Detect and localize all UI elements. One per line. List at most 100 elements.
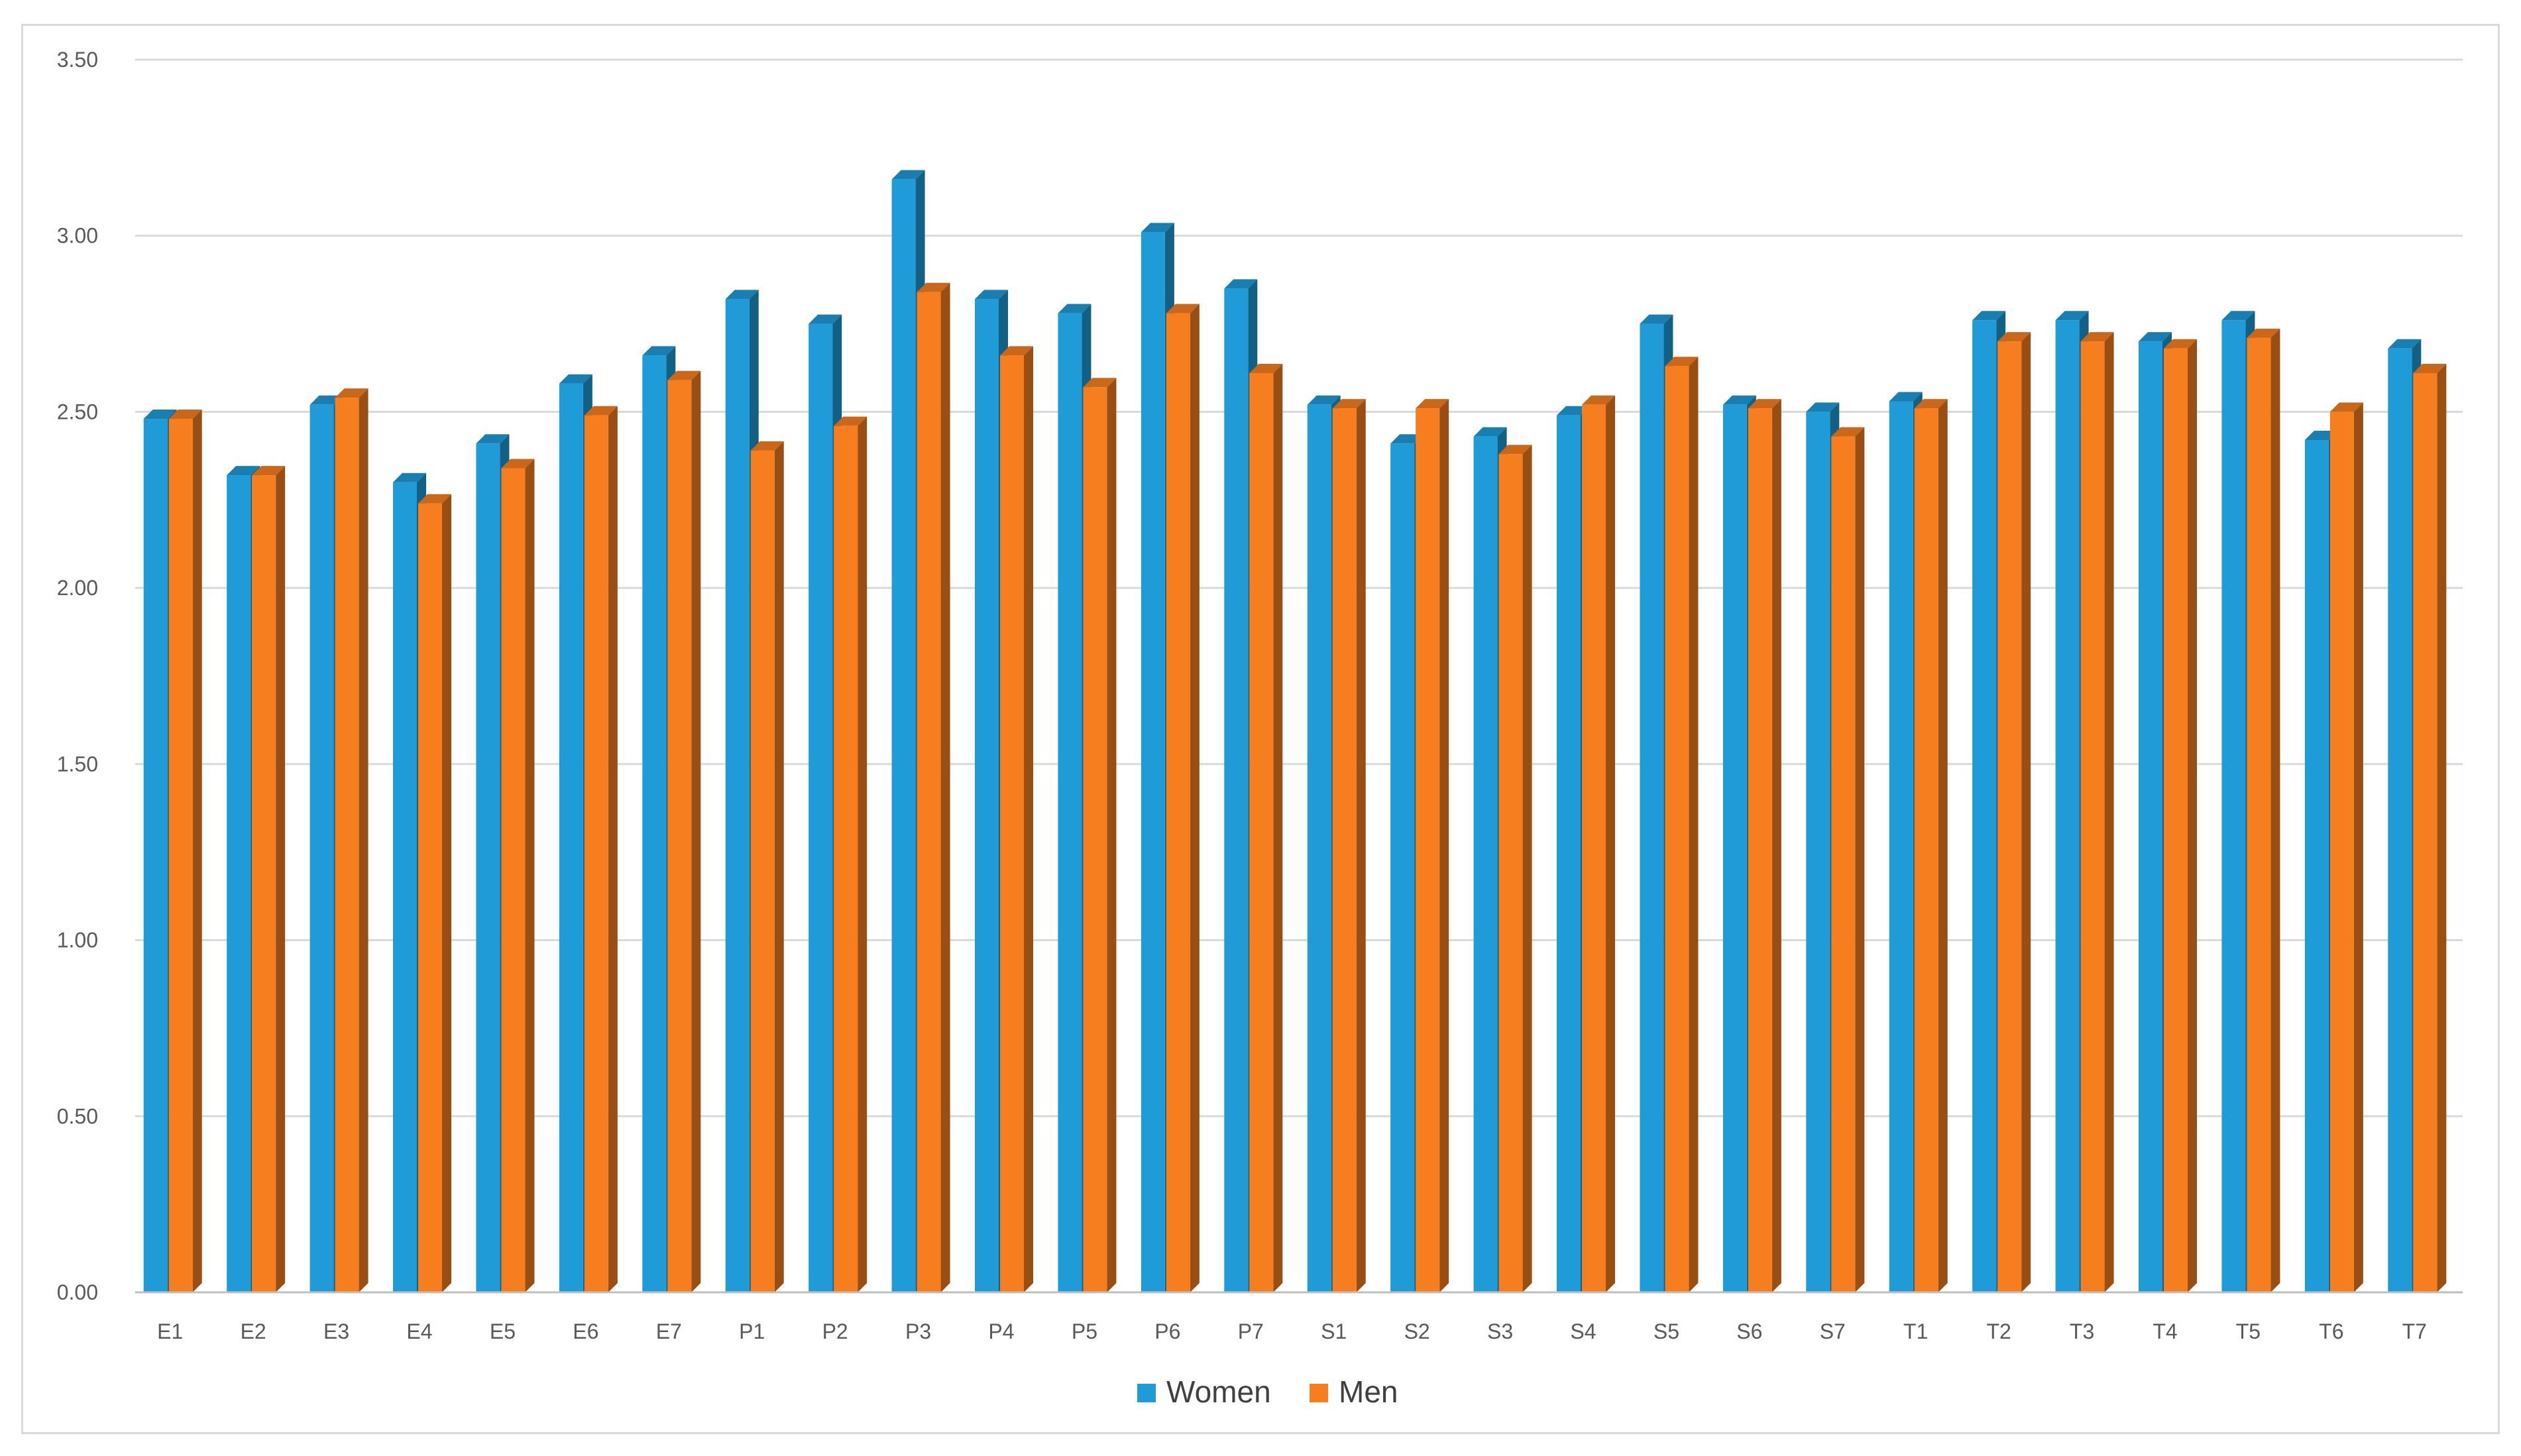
bar-men-T4[interactable] bbox=[2164, 348, 2188, 1292]
bar-side-men-S5 bbox=[1689, 357, 1699, 1293]
bar-men-P1[interactable] bbox=[750, 450, 775, 1292]
x-tick-label: P2 bbox=[822, 1319, 848, 1343]
bar-women-P5[interactable] bbox=[1058, 313, 1082, 1293]
bar-men-P4[interactable] bbox=[1000, 355, 1024, 1292]
bar-top-women-P5 bbox=[1058, 304, 1092, 313]
bar-women-P2[interactable] bbox=[809, 323, 833, 1293]
bar-top-women-E1 bbox=[143, 410, 177, 420]
y-tick-label: 2.00 bbox=[57, 576, 98, 600]
bar-women-T1[interactable] bbox=[1889, 401, 1913, 1292]
bar-men-T6[interactable] bbox=[2329, 412, 2354, 1292]
x-tick-label: T1 bbox=[1903, 1319, 1928, 1343]
bar-men-T5[interactable] bbox=[2247, 337, 2271, 1292]
y-axis: 0.00 0.50 1.00 1.50 2.00 2.50 3.00 3.50 bbox=[57, 48, 98, 1304]
bar-women-T4[interactable] bbox=[2139, 341, 2162, 1293]
bar-side-men-S2 bbox=[1439, 399, 1449, 1292]
bar-top-men-S6 bbox=[1748, 399, 1781, 409]
bar-women-S3[interactable] bbox=[1473, 436, 1498, 1292]
bars bbox=[143, 170, 2447, 1293]
bar-men-P6[interactable] bbox=[1166, 313, 1190, 1293]
bar-men-S4[interactable] bbox=[1582, 404, 1606, 1292]
x-tick-label: P4 bbox=[988, 1319, 1014, 1343]
bar-men-T1[interactable] bbox=[1914, 408, 1938, 1292]
bar-top-men-T2 bbox=[1997, 332, 2031, 342]
bar-women-S6[interactable] bbox=[1722, 404, 1747, 1292]
bar-men-E3[interactable] bbox=[335, 398, 359, 1293]
bar-women-T7[interactable] bbox=[2388, 348, 2412, 1292]
bar-women-T5[interactable] bbox=[2221, 320, 2246, 1293]
bar-side-men-E4 bbox=[442, 494, 451, 1292]
bar-men-S7[interactable] bbox=[1831, 436, 1856, 1292]
bar-men-E2[interactable] bbox=[252, 475, 276, 1292]
bar-women-P6[interactable] bbox=[1141, 232, 1165, 1292]
x-tick-label: E7 bbox=[656, 1319, 682, 1343]
bar-side-men-T5 bbox=[2270, 328, 2280, 1292]
bar-side-men-T3 bbox=[2104, 332, 2114, 1293]
bar-men-E7[interactable] bbox=[667, 380, 692, 1292]
bar-women-P3[interactable] bbox=[891, 179, 916, 1293]
bar-women-T2[interactable] bbox=[1972, 320, 1997, 1293]
bar-women-S7[interactable] bbox=[1806, 412, 1830, 1292]
bar-men-E6[interactable] bbox=[584, 415, 608, 1292]
bar-men-T2[interactable] bbox=[1997, 341, 2022, 1293]
bar-men-S5[interactable] bbox=[1665, 366, 1689, 1293]
bar-women-E5[interactable] bbox=[476, 443, 500, 1293]
bar-men-T3[interactable] bbox=[2080, 341, 2105, 1293]
bar-men-E4[interactable] bbox=[418, 503, 442, 1292]
bar-top-men-E4 bbox=[418, 494, 451, 504]
bar-women-E4[interactable] bbox=[393, 482, 417, 1292]
bar-men-P2[interactable] bbox=[834, 425, 858, 1292]
x-tick-label: T3 bbox=[2070, 1319, 2094, 1343]
bar-women-E7[interactable] bbox=[642, 355, 667, 1292]
bar-top-men-P4 bbox=[1000, 346, 1033, 356]
legend-item-women[interactable]: Women bbox=[1137, 1374, 1271, 1409]
bar-top-women-S7 bbox=[1806, 402, 1840, 412]
bar-side-men-P5 bbox=[1107, 378, 1117, 1293]
bar-top-women-S2 bbox=[1390, 434, 1424, 444]
bar-men-S1[interactable] bbox=[1332, 408, 1357, 1292]
bar-side-men-E1 bbox=[192, 410, 202, 1292]
bar-men-P7[interactable] bbox=[1249, 372, 1274, 1292]
bar-women-S4[interactable] bbox=[1557, 415, 1581, 1292]
bar-top-women-T4 bbox=[2139, 332, 2172, 342]
legend-item-men[interactable]: Men bbox=[1310, 1374, 1398, 1409]
bar-men-S2[interactable] bbox=[1416, 408, 1440, 1292]
x-tick-label: E4 bbox=[406, 1319, 432, 1343]
bar-top-women-P4 bbox=[975, 290, 1008, 300]
legend-label-women: Women bbox=[1166, 1374, 1271, 1409]
bar-women-P1[interactable] bbox=[725, 299, 750, 1292]
bar-women-S5[interactable] bbox=[1640, 323, 1664, 1293]
bar-women-E1[interactable] bbox=[143, 419, 168, 1292]
bar-men-S3[interactable] bbox=[1498, 454, 1523, 1293]
bar-side-men-P4 bbox=[1024, 346, 1033, 1292]
bar-women-T6[interactable] bbox=[2304, 439, 2329, 1292]
x-tick-label: T7 bbox=[2402, 1319, 2427, 1343]
bar-top-men-P3 bbox=[917, 282, 950, 292]
bar-top-women-E6 bbox=[559, 374, 592, 384]
bar-top-women-P2 bbox=[809, 314, 842, 324]
bar-men-S6[interactable] bbox=[1748, 408, 1772, 1292]
bar-women-P4[interactable] bbox=[975, 299, 999, 1292]
bar-men-E5[interactable] bbox=[501, 468, 526, 1292]
bar-top-men-P1 bbox=[750, 441, 784, 451]
bar-women-E3[interactable] bbox=[309, 404, 334, 1292]
bar-side-men-T7 bbox=[2437, 363, 2447, 1292]
x-tick-label: T4 bbox=[2153, 1319, 2177, 1343]
bar-men-P3[interactable] bbox=[917, 292, 941, 1292]
bar-men-T7[interactable] bbox=[2413, 372, 2437, 1292]
x-axis: E1 E2 E3 E4 E5 E6 E7 P1 P2 P3 P4 P5 P6 P7 S1 S2 S3 S4 S5 S6… bbox=[135, 1291, 2463, 1343]
bar-top-men-E7 bbox=[667, 370, 701, 380]
bar-women-E2[interactable] bbox=[227, 475, 251, 1292]
bar-women-S2[interactable] bbox=[1390, 443, 1415, 1293]
bar-men-E1[interactable] bbox=[168, 419, 193, 1292]
legend: Women Men bbox=[1137, 1374, 1398, 1409]
bar-women-S1[interactable] bbox=[1307, 404, 1331, 1292]
bar-top-women-T6 bbox=[2304, 430, 2338, 440]
bar-side-men-S6 bbox=[1771, 399, 1781, 1292]
bar-women-P7[interactable] bbox=[1224, 288, 1249, 1292]
bar-top-women-S1 bbox=[1307, 395, 1341, 405]
bar-women-T3[interactable] bbox=[2055, 320, 2080, 1293]
x-tick-label: P3 bbox=[905, 1319, 931, 1343]
bar-women-E6[interactable] bbox=[559, 383, 583, 1292]
bar-men-P5[interactable] bbox=[1083, 387, 1107, 1293]
